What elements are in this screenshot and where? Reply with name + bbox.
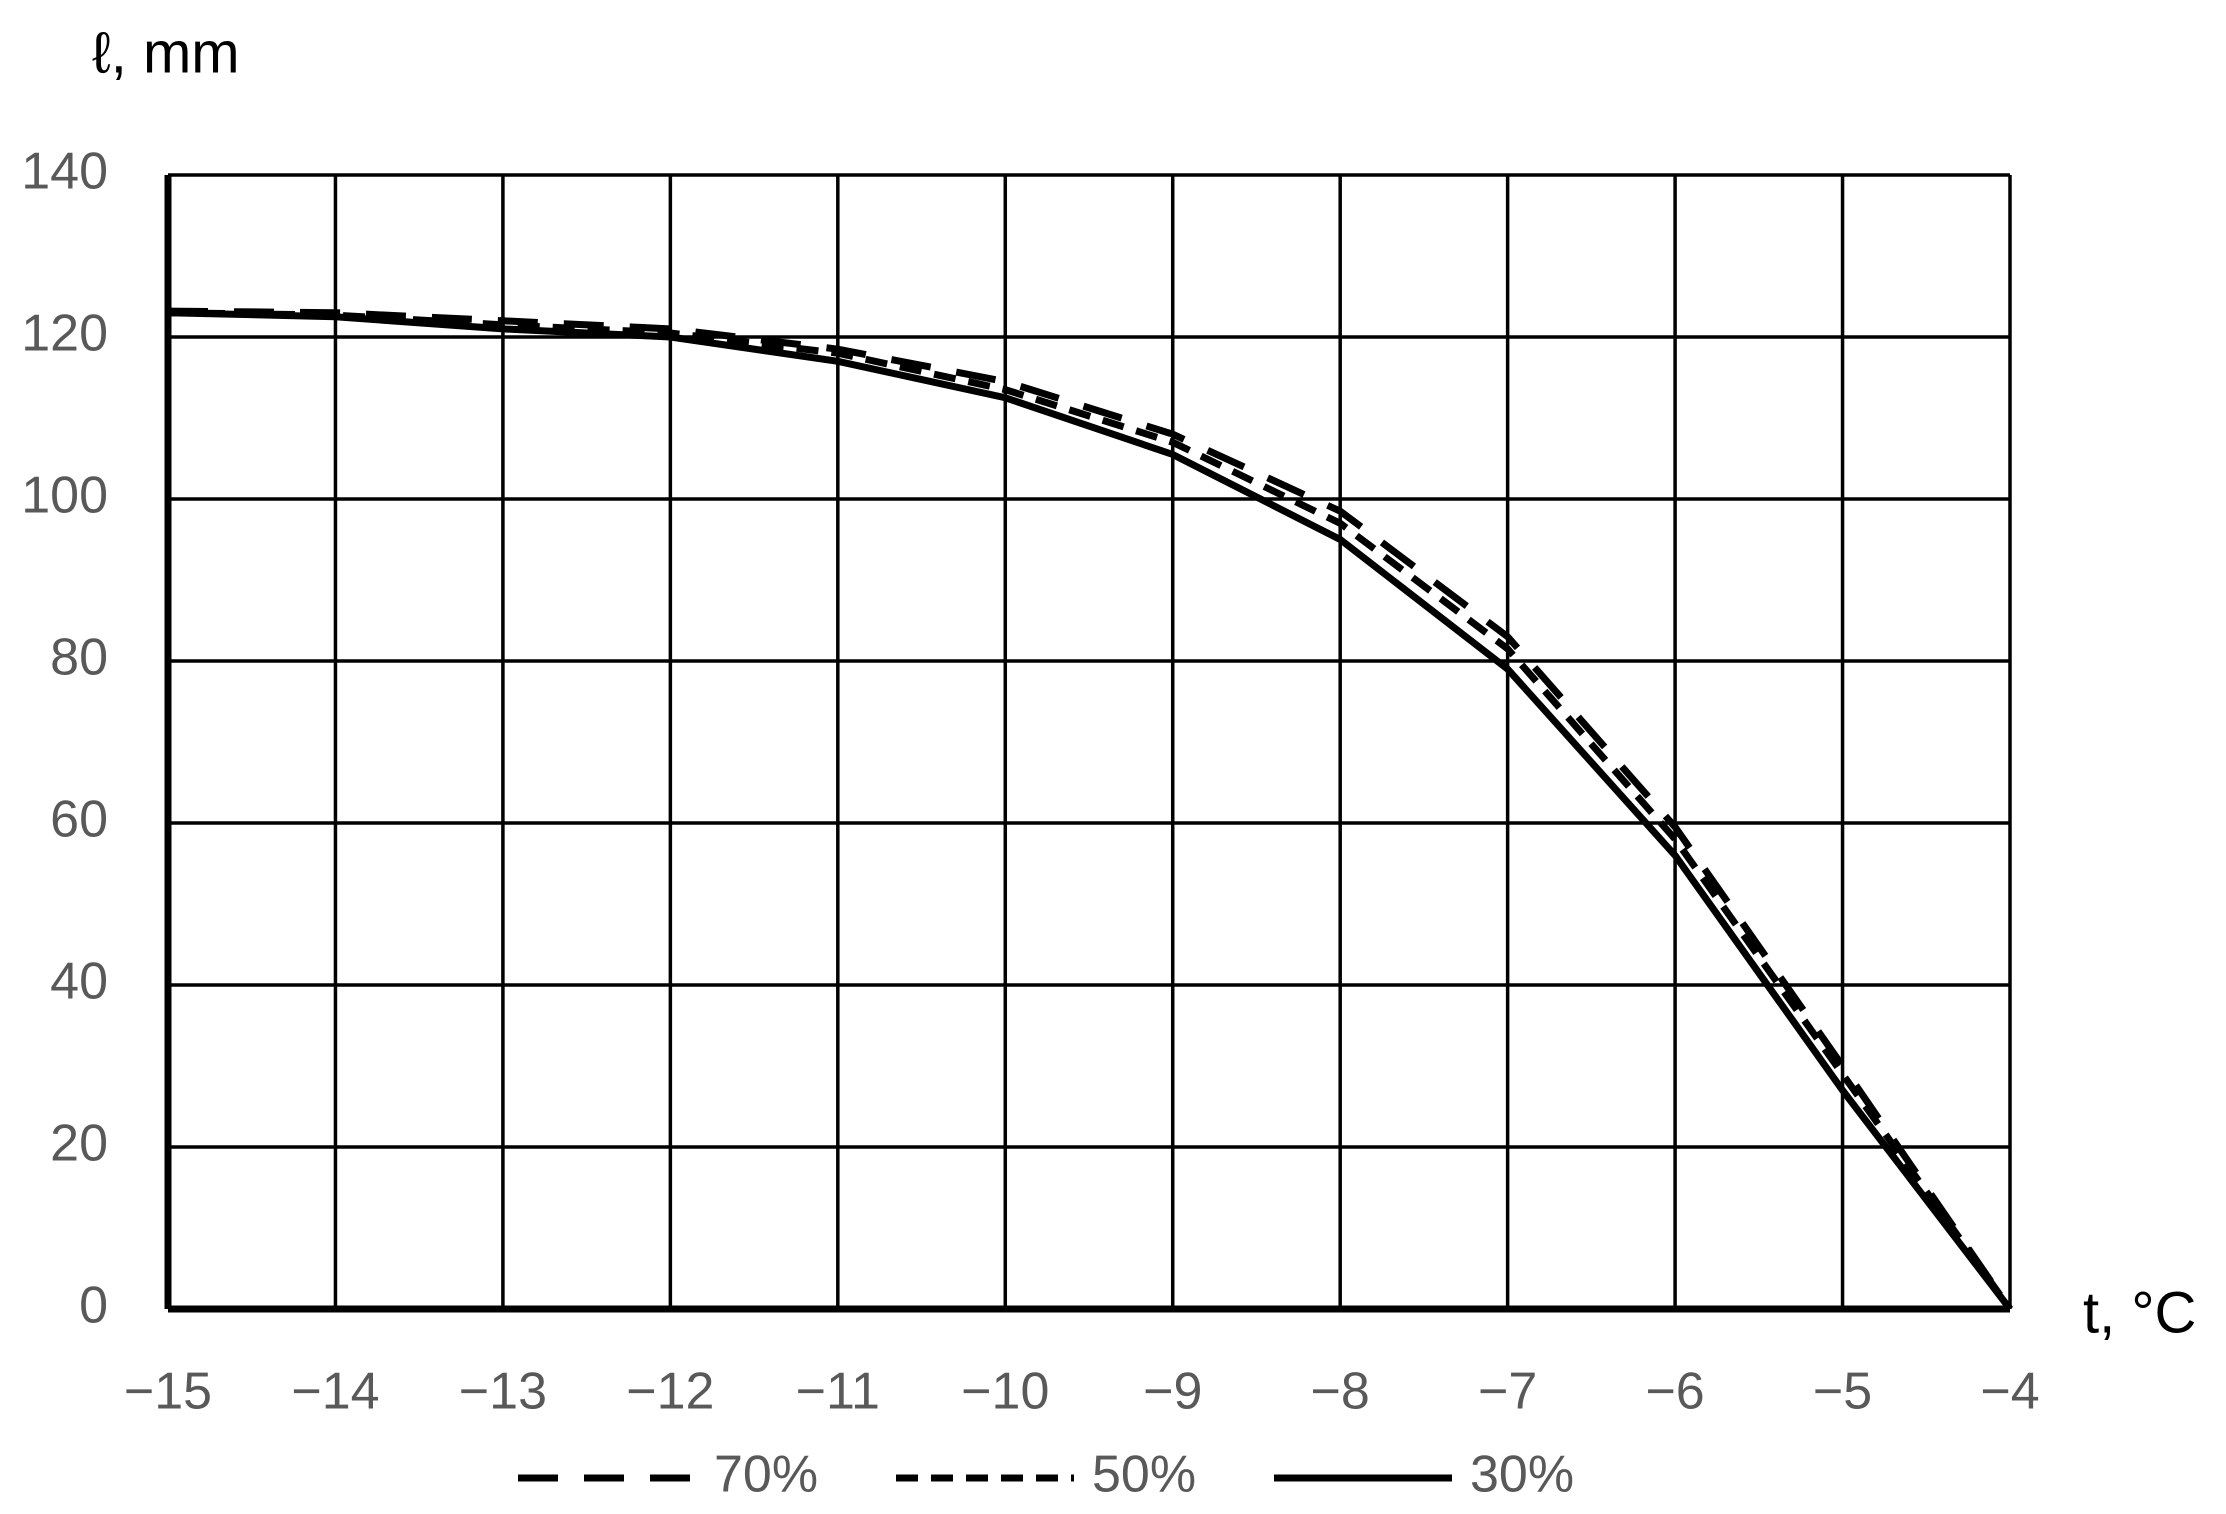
x-tick-label: −6 — [1645, 1363, 1704, 1421]
x-axis-title: t, °C — [2083, 1280, 2196, 1345]
y-tick-label: 40 — [50, 953, 108, 1011]
y-tick-label: 60 — [50, 791, 108, 849]
x-tick-label: −15 — [124, 1363, 212, 1421]
y-tick-label: 100 — [21, 467, 108, 525]
x-tick-label: −11 — [796, 1363, 880, 1421]
legend-label: 50% — [1092, 1446, 1196, 1504]
x-tick-label: −10 — [961, 1363, 1049, 1421]
x-tick-label: −13 — [459, 1363, 547, 1421]
x-tick-label: −14 — [291, 1363, 379, 1421]
x-tick-label: −7 — [1478, 1363, 1537, 1421]
x-tick-label: −8 — [1311, 1363, 1370, 1421]
series-line — [167, 309, 2013, 1312]
legend-label: 70% — [714, 1446, 818, 1504]
series-line — [167, 307, 2013, 1311]
x-tick-label: −9 — [1143, 1363, 1202, 1421]
series-line — [167, 309, 2013, 1312]
y-tick-label: 80 — [50, 629, 108, 687]
y-tick-label: 140 — [21, 143, 108, 201]
x-tick-label: −5 — [1813, 1363, 1872, 1421]
y-tick-label: 120 — [21, 305, 108, 363]
y-tick-label: 20 — [50, 1115, 108, 1173]
x-tick-label: −12 — [626, 1363, 714, 1421]
y-axis-title: ℓ, mm — [92, 20, 240, 85]
y-tick-label: 0 — [79, 1277, 108, 1335]
x-tick-label: −4 — [1980, 1363, 2039, 1421]
legend-label: 30% — [1470, 1446, 1574, 1504]
